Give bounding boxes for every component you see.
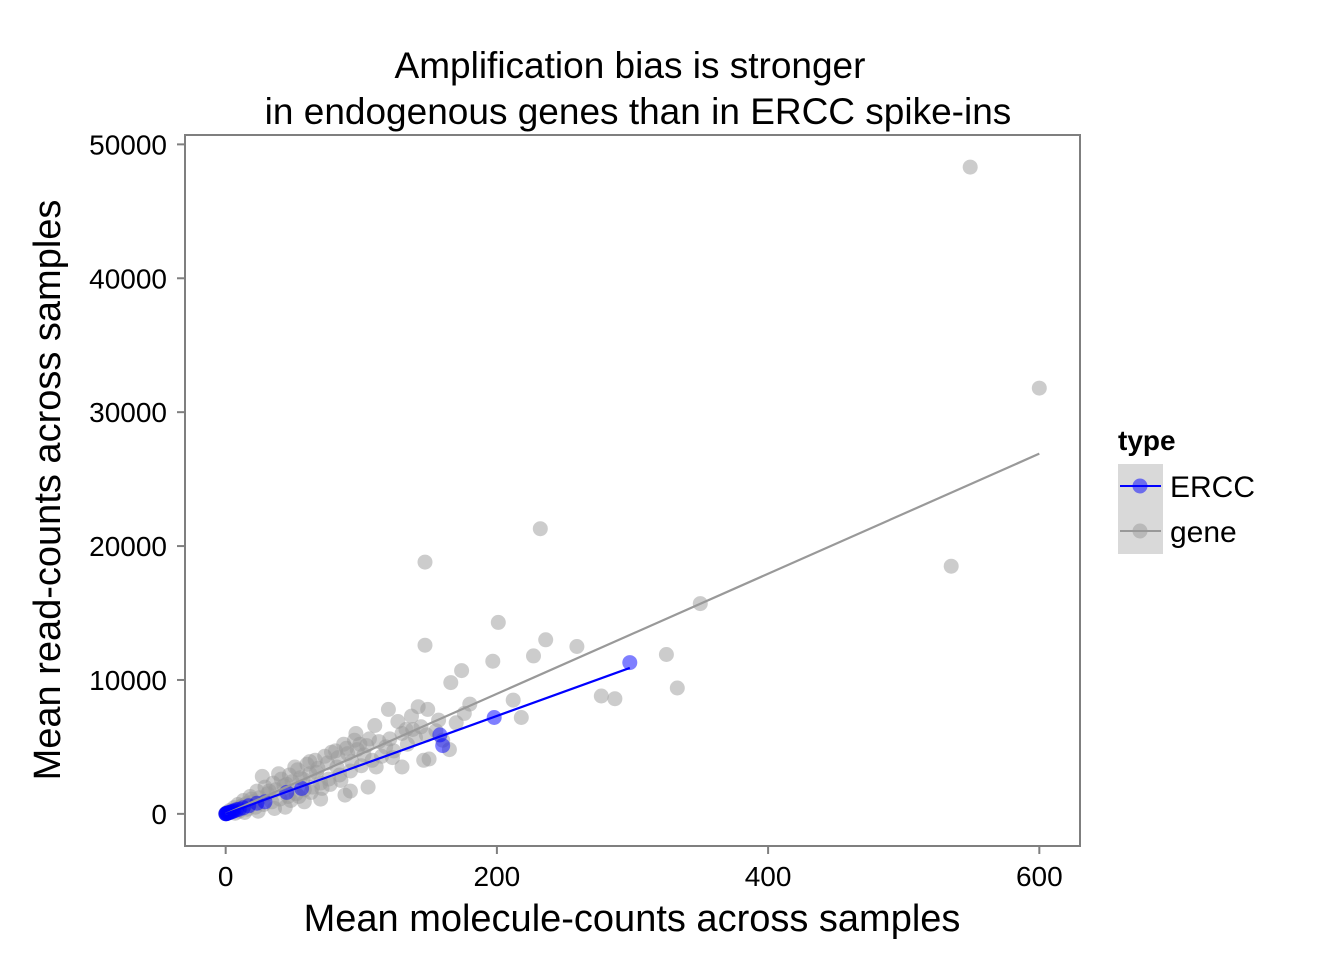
ercc-fit-line: [225, 666, 631, 815]
y-tick-label: 50000: [89, 129, 167, 160]
x-tick-label: 0: [218, 861, 234, 892]
gene-point: [485, 653, 501, 669]
y-tick-label: 40000: [89, 263, 167, 294]
y-tick-label: 20000: [89, 531, 167, 562]
gene-point: [421, 751, 437, 767]
gene-point: [287, 759, 303, 775]
gene-point: [443, 675, 459, 691]
ercc-point: [435, 738, 451, 754]
legend-entry-ercc: ERCC: [1118, 464, 1255, 509]
gene-point: [490, 614, 506, 630]
gene-point: [342, 783, 358, 799]
gene-point: [505, 692, 521, 708]
y-tick-label: 0: [151, 799, 167, 830]
legend-point-ercc: [1132, 478, 1148, 494]
gene-point: [394, 759, 410, 775]
gene-point: [526, 648, 541, 664]
gene-point: [532, 521, 548, 537]
gene-point: [360, 779, 376, 795]
gene-point: [607, 691, 623, 707]
gene-point: [418, 727, 434, 743]
gene-point: [271, 766, 287, 782]
gene-point: [943, 558, 959, 574]
gene-point: [417, 637, 433, 653]
y-tick-label: 10000: [89, 665, 167, 696]
gene-point: [1031, 380, 1047, 396]
gene-point: [448, 715, 464, 731]
gene-point: [593, 688, 609, 704]
gene-point: [513, 710, 529, 725]
gene-point: [569, 639, 585, 654]
x-tick-label: 200: [474, 861, 521, 892]
legend-point-gene: [1132, 523, 1148, 539]
gene-point: [324, 744, 339, 760]
gene-point: [417, 554, 433, 570]
gene-point: [347, 732, 362, 748]
gene-point: [380, 701, 396, 717]
plot-panel: [184, 134, 1081, 847]
legend-title: type: [1118, 425, 1176, 456]
gene-point: [368, 759, 384, 775]
gene-point: [254, 768, 270, 784]
legend-label-gene: gene: [1170, 516, 1237, 549]
gene-point: [658, 647, 674, 662]
chart-title-line-2: in endogenous genes than in ERCC spike-i…: [265, 91, 1012, 132]
legend-label-ercc: ERCC: [1170, 471, 1255, 504]
legend: type ERCC gene: [1118, 425, 1255, 554]
x-tick-label: 400: [745, 861, 792, 892]
points-layer: [218, 159, 1047, 822]
gene-point: [404, 708, 419, 724]
gene-point: [344, 754, 360, 770]
fit-lines-layer: [225, 452, 1040, 815]
ercc-point: [622, 655, 638, 671]
chart-title-line-1: Amplification bias is stronger: [395, 45, 866, 86]
x-tick-label: 600: [1016, 861, 1063, 892]
gene-point: [454, 663, 470, 679]
legend-entry-gene: gene: [1118, 509, 1237, 554]
y-tick-label: 30000: [89, 397, 167, 428]
x-axis-label: Mean molecule-counts across samples: [304, 898, 961, 940]
gene-point: [962, 159, 978, 175]
gene-point: [420, 701, 436, 717]
gene-point: [302, 754, 318, 770]
gene-point: [669, 680, 685, 696]
axes-layer: 0 200 400 600 0 10000 20000 30000 40000 50000: [89, 129, 1063, 892]
gene-fit-line: [225, 452, 1040, 815]
gene-point: [367, 718, 383, 733]
y-axis-label: Mean read-counts across samples: [27, 200, 69, 781]
gene-point: [538, 632, 554, 648]
